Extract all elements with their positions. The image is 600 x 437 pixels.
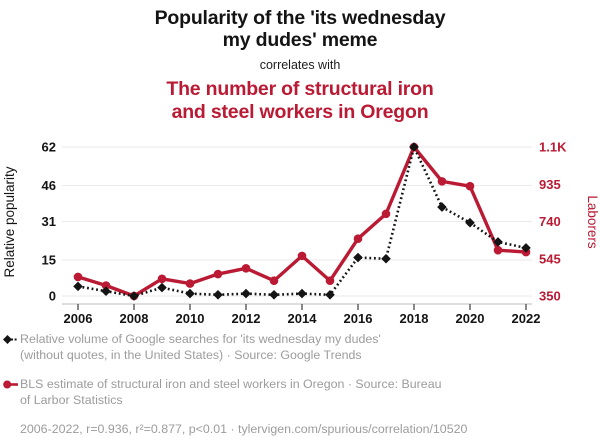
- legend-text-google-trends: Relative volume of Google searches for '…: [20, 331, 381, 364]
- legend-google-trends-line-2: (without quotes, in the United States) ·…: [20, 348, 362, 363]
- svg-text:2012: 2012: [232, 311, 261, 326]
- svg-text:935: 935: [539, 177, 561, 192]
- legend-item-bls: BLS estimate of structural iron and stee…: [3, 376, 592, 409]
- stats-footnote: 2006-2022, r=0.936, r²=0.877, p<0.01 · t…: [20, 421, 468, 436]
- secondary-title-line-2: and steel workers in Oregon: [171, 100, 429, 123]
- legend: Relative volume of Google searches for '…: [0, 326, 600, 437]
- svg-text:31: 31: [42, 214, 56, 229]
- legend-item-google-trends: Relative volume of Google searches for '…: [3, 331, 592, 364]
- svg-text:46: 46: [42, 178, 56, 193]
- svg-text:62: 62: [42, 139, 56, 154]
- svg-text:2010: 2010: [176, 311, 205, 326]
- svg-text:2016: 2016: [344, 311, 373, 326]
- svg-text:2014: 2014: [288, 311, 318, 326]
- svg-text:1.1K: 1.1K: [539, 139, 567, 154]
- legend-bls-line-1: BLS estimate of structural iron and stee…: [20, 376, 442, 391]
- svg-text:2018: 2018: [400, 311, 429, 326]
- svg-text:545: 545: [539, 251, 561, 266]
- svg-text:740: 740: [539, 214, 561, 229]
- secondary-title: The number of structural iron and steel …: [0, 78, 600, 122]
- svg-text:2020: 2020: [456, 311, 485, 326]
- svg-text:2022: 2022: [512, 311, 541, 326]
- svg-text:2008: 2008: [120, 311, 149, 326]
- svg-text:0: 0: [49, 288, 56, 303]
- svg-text:Laborers: Laborers: [585, 195, 600, 249]
- correlates-with-text: correlates with: [259, 58, 341, 73]
- svg-text:15: 15: [42, 252, 56, 267]
- legend-text-bls: BLS estimate of structural iron and stee…: [20, 376, 441, 409]
- primary-title: Popularity of the 'its wednesday my dude…: [0, 7, 600, 51]
- dual-axis-line-chart: 0 15 31 46 62 350 545 740 935 1.1K 2006 2008 2010 201…: [2, 139, 600, 326]
- black-diamond-dashed-series-marker-icon: [3, 334, 18, 344]
- secondary-title-line-1: The number of structural iron: [166, 78, 434, 101]
- svg-text:350: 350: [539, 288, 561, 303]
- red-circle-solid-series-marker-icon: [3, 380, 18, 389]
- header: Popularity of the 'its wednesday my dude…: [0, 0, 600, 123]
- legend-google-trends-line-1: Relative volume of Google searches for '…: [20, 331, 381, 346]
- primary-title-line-1: Popularity of the 'its wednesday: [154, 7, 446, 29]
- svg-text:2006: 2006: [64, 311, 93, 326]
- svg-text:Relative popularity: Relative popularity: [2, 166, 17, 277]
- legend-bls-line-2: of Larbor Statistics: [20, 393, 123, 408]
- primary-title-line-2: my dudes' meme: [222, 29, 378, 52]
